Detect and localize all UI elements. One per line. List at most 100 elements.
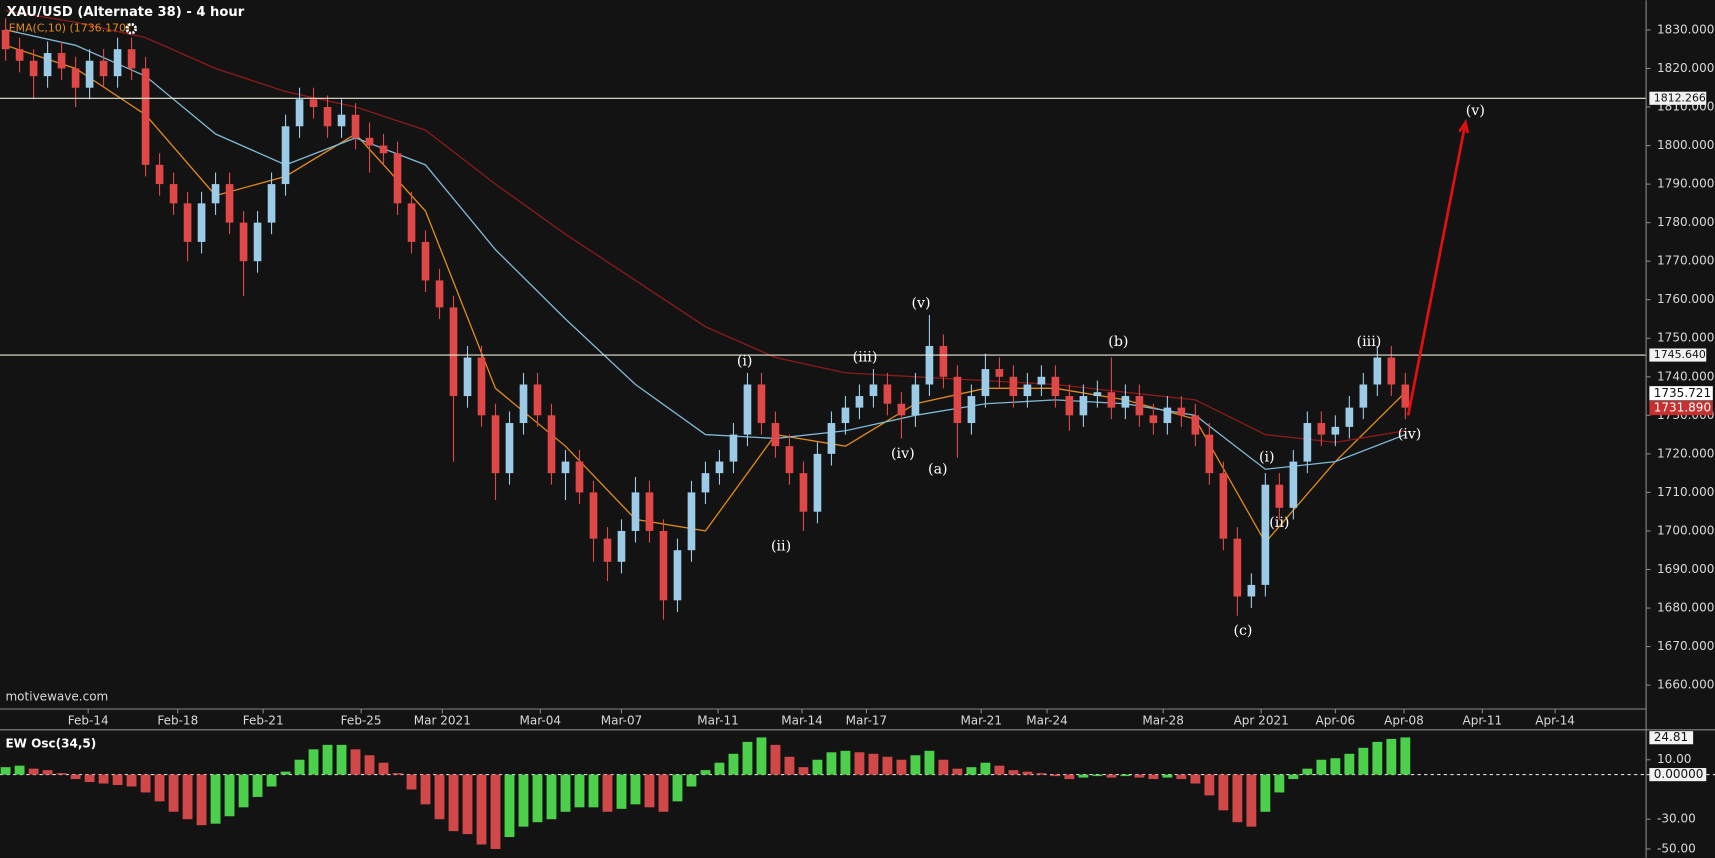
y-tick-label: -30.00	[1657, 812, 1696, 826]
gear[interactable]	[125, 22, 137, 35]
wave-label: (iii)	[853, 350, 878, 366]
candle-body	[1177, 407, 1186, 416]
candle-body	[1191, 415, 1200, 435]
oscillator-bar	[182, 774, 193, 820]
candle-body	[729, 434, 738, 462]
x-tick-label: Apr-06	[1316, 714, 1356, 728]
oscillator-bar	[1204, 774, 1215, 796]
candle-body	[1149, 415, 1158, 424]
candle-body	[1275, 484, 1284, 508]
oscillator-bar	[1162, 774, 1173, 778]
candle-body	[995, 369, 1004, 377]
oscillator-bar	[98, 774, 109, 784]
wave-label: (i)	[737, 353, 753, 369]
candle-body	[1317, 423, 1326, 435]
candle-body	[617, 530, 626, 562]
wave-label: (v)	[911, 296, 930, 312]
y-tick-label: 1830.000	[1657, 22, 1714, 36]
price-label-box	[1649, 400, 1713, 416]
oscillator-bar	[546, 774, 557, 820]
oscillator-bar	[504, 774, 515, 838]
candle-body	[127, 49, 136, 69]
candle-body	[1009, 376, 1018, 397]
oscillator-bar	[1008, 770, 1019, 775]
oscillator-bar	[0, 767, 11, 775]
candle-body	[113, 49, 122, 77]
oscillator-bar	[1344, 753, 1355, 775]
x-tick-label: Mar-24	[1026, 714, 1068, 728]
oscillator-bar	[952, 768, 963, 775]
y-tick-label: 1700.000	[1657, 523, 1714, 537]
wave-label: (iii)	[1357, 334, 1382, 350]
candle-body	[379, 145, 388, 154]
candle-body	[785, 446, 794, 474]
oscillator-bar	[1092, 774, 1103, 777]
chart-title: XAU/USD (Alternate 38) - 4 hour	[7, 5, 245, 20]
x-tick-label: Mar-04	[520, 714, 562, 728]
candle-body	[183, 203, 192, 242]
candle-body	[239, 222, 248, 262]
oscillator-bar	[224, 774, 235, 817]
x-tick-label: Feb-21	[243, 714, 284, 728]
oscillator-bar	[112, 774, 123, 786]
oscillator-bar	[784, 756, 795, 775]
wave-label: (iv)	[891, 446, 915, 462]
price-label: 1745.640	[1654, 348, 1706, 361]
x-tick-label: Mar-11	[697, 714, 739, 728]
oscillator-bar	[602, 774, 613, 812]
moving-average	[5, 44, 1406, 544]
candle-body	[1205, 434, 1214, 474]
candle-body	[645, 492, 654, 531]
oscillator-bar	[392, 773, 403, 775]
oscillator-bar	[322, 744, 333, 775]
oscillator-bar	[210, 774, 221, 824]
y-tick-label: 1740.000	[1657, 369, 1714, 383]
candle-body	[85, 60, 94, 88]
oscillator-bar	[434, 774, 445, 820]
oscillator-bar	[1064, 774, 1075, 780]
candle-body	[827, 423, 836, 454]
candle-body	[519, 384, 528, 424]
price-label-box	[1649, 91, 1707, 105]
oscillator-bar	[1302, 768, 1313, 775]
oscillator-bar	[728, 753, 739, 775]
oscillator-bar	[1232, 774, 1243, 823]
candle-body	[1023, 384, 1032, 397]
candle-body	[939, 345, 948, 377]
candle-body	[1247, 584, 1256, 597]
y-tick-label: 1670.000	[1657, 639, 1714, 653]
candle-body	[1037, 376, 1046, 385]
oscillator-bar	[770, 744, 781, 775]
oscillator-bar	[616, 774, 627, 809]
oscillator-bar	[378, 762, 389, 775]
oscillator-bar	[420, 774, 431, 805]
oscillator-bar	[1106, 774, 1117, 778]
oscillator-bar	[868, 753, 879, 775]
candle-body	[659, 530, 668, 601]
candle-body	[505, 423, 514, 474]
oscillator-bar	[1218, 774, 1229, 811]
price-label: 1812.266	[1654, 91, 1706, 104]
y-tick-label: 1750.000	[1657, 331, 1714, 345]
oscillator-bar	[1288, 774, 1299, 780]
x-tick-label: Mar-14	[781, 714, 823, 728]
candle-body	[365, 137, 374, 146]
settings-icon[interactable]	[125, 22, 137, 35]
oscillator-bar	[196, 774, 207, 826]
oscillator-bar	[1050, 774, 1061, 777]
oscillator-bar	[448, 774, 459, 832]
oscillator-bar	[336, 744, 347, 775]
candle-body	[407, 203, 416, 242]
price-label-box	[1649, 348, 1707, 362]
candle-body	[449, 307, 458, 397]
oscillator-bar	[896, 759, 907, 775]
oscillator-bar	[154, 774, 165, 802]
candle-body	[925, 345, 934, 385]
candle-body	[197, 203, 206, 242]
x-tick-label: Mar-28	[1142, 714, 1184, 728]
candle-body	[267, 184, 276, 223]
y-tick-box	[1649, 768, 1707, 782]
candle-body	[701, 473, 710, 493]
